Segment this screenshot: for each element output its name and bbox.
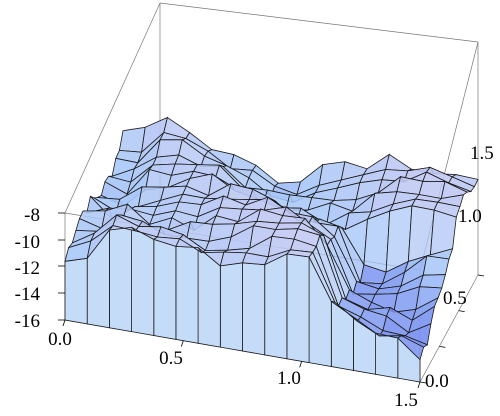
surface-skirt: [219, 262, 243, 352]
y-tick: [419, 381, 427, 384]
surface: [64, 116, 479, 383]
surface-patch: [429, 209, 457, 256]
z-axis: -8 -10 -12 -14 -16: [15, 205, 41, 332]
z-tick-label: -8: [24, 205, 40, 226]
x-tick-label: 0.0: [48, 329, 72, 350]
surface-skirt: [109, 226, 133, 333]
surface-skirt: [375, 332, 399, 379]
y-tick-label: 0.5: [443, 288, 467, 309]
x-axis: 0.0 0.5 1.0 1.5: [48, 329, 418, 411]
surface-skirt: [242, 262, 266, 356]
surface-patch: [229, 154, 257, 171]
surface-patch: [385, 153, 413, 172]
z-tick-label: -12: [15, 258, 40, 279]
surface-skirt: [131, 226, 155, 336]
z-tick-label: -16: [15, 311, 40, 332]
y-tick-label: 1.5: [470, 143, 494, 164]
y-axis: 0.0 0.5 1.0 1.5: [425, 143, 494, 392]
surface-skirt: [153, 238, 177, 340]
surface-patch: [118, 126, 146, 153]
y-tick-label: 0.0: [425, 371, 449, 392]
x-tick: [299, 361, 303, 368]
surface-patch: [422, 255, 450, 276]
axis-ticks: [58, 212, 485, 389]
z-tick-label: -14: [15, 284, 41, 305]
surface-patch: [397, 335, 425, 361]
x-tick-label: 0.5: [159, 348, 183, 369]
y-tick-label: 1.0: [458, 206, 482, 227]
surface-skirt: [286, 253, 310, 364]
y-tick: [439, 345, 446, 348]
x-tick: [62, 319, 66, 327]
x-tick: [180, 340, 184, 347]
surface-skirt: [64, 257, 88, 325]
surface-patch: [363, 210, 391, 273]
x-tick-label: 1.0: [277, 368, 301, 389]
surface-skirt: [264, 253, 288, 360]
y-tick: [477, 274, 485, 277]
x-tick-label: 1.5: [394, 390, 418, 411]
x-tick: [417, 381, 421, 389]
y-tick: [458, 310, 465, 313]
surface-patch: [419, 274, 446, 289]
z-tick-label: -10: [15, 232, 40, 253]
surface-skirt: [175, 245, 199, 344]
